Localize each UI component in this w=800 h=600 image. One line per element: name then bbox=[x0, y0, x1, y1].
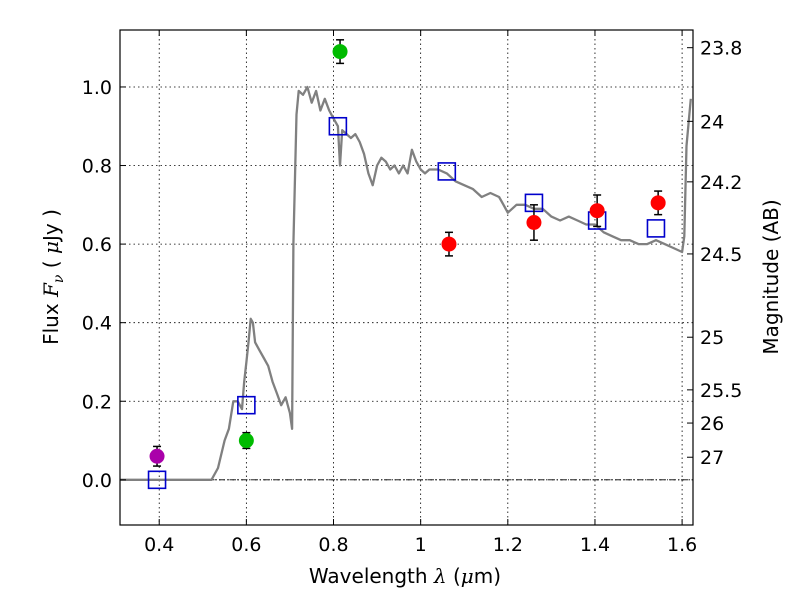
x-tick-labels: 0.4 0.6 0.8 1 1.2 1.4 1.6 bbox=[144, 534, 697, 556]
model-photometry-marker bbox=[646, 219, 666, 238]
model-photometry-marker bbox=[147, 470, 167, 490]
y-tick-label: 0.4 bbox=[82, 313, 112, 335]
x-tick-label: 1 bbox=[415, 534, 427, 556]
observed-marker bbox=[238, 433, 254, 449]
observed-point bbox=[441, 231, 457, 257]
y2-tick-label: 24.2 bbox=[700, 172, 742, 194]
y2-tick-label: 25.5 bbox=[700, 380, 742, 402]
y2-tick-labels: 23.8 24 24.2 24.5 25 25.5 26 27 bbox=[700, 38, 742, 470]
x-tick-label: 1.4 bbox=[580, 534, 610, 556]
observed-point bbox=[149, 445, 165, 467]
observed-point bbox=[238, 431, 254, 450]
model-spectrum-line bbox=[120, 85, 692, 481]
observed-point bbox=[526, 204, 542, 241]
observed-marker bbox=[526, 215, 542, 230]
x-tick-label: 0.8 bbox=[318, 534, 348, 556]
x-tick-label: 0.4 bbox=[144, 534, 174, 556]
x-tick-label: 0.6 bbox=[231, 534, 261, 556]
y2-tick-label: 24 bbox=[700, 111, 724, 133]
plot-frame bbox=[119, 29, 694, 526]
x-tick-label: 1.2 bbox=[493, 534, 523, 556]
model-photometry-marker bbox=[237, 395, 256, 415]
observed-point bbox=[589, 194, 605, 228]
observed-photometry bbox=[149, 39, 666, 467]
model-photometry-marker bbox=[328, 116, 348, 136]
observed-marker bbox=[441, 236, 457, 252]
y-tick-label: 0.0 bbox=[82, 470, 112, 492]
observed-marker bbox=[650, 195, 666, 211]
y-tick-label: 0.8 bbox=[82, 156, 112, 178]
y2-tick-label: 24.5 bbox=[700, 244, 742, 266]
x-axis-label: Wavelength λ (μm) bbox=[309, 564, 501, 588]
axis-ticks bbox=[120, 30, 693, 525]
observed-point bbox=[650, 190, 666, 216]
observed-marker bbox=[332, 44, 348, 60]
y-tick-label: 1.0 bbox=[82, 77, 112, 99]
y-tick-label: 0.2 bbox=[82, 391, 112, 413]
y2-tick-label: 27 bbox=[700, 447, 724, 469]
observed-marker bbox=[589, 203, 605, 219]
observed-point bbox=[332, 39, 348, 65]
model-spectrum bbox=[120, 85, 692, 481]
model-photometry-marker bbox=[437, 162, 457, 181]
y2-tick-label: 25 bbox=[700, 327, 724, 349]
y-tick-label: 0.6 bbox=[82, 234, 112, 256]
y2-tick-label: 26 bbox=[700, 413, 724, 435]
grid bbox=[120, 30, 693, 525]
observed-marker bbox=[149, 448, 165, 464]
y2-tick-label: 23.8 bbox=[700, 38, 742, 60]
x-tick-label: 1.6 bbox=[667, 534, 697, 556]
y2-axis-label: Magnitude (AB) bbox=[759, 199, 783, 354]
y-tick-labels: 0.0 0.2 0.4 0.6 0.8 1.0 bbox=[82, 77, 112, 492]
model-photometry bbox=[147, 116, 666, 490]
